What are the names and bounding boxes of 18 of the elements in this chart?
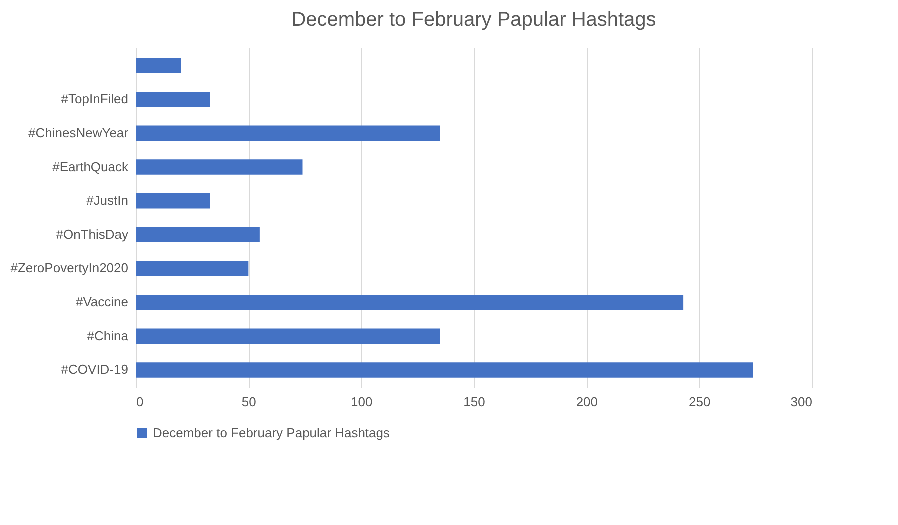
- x-tick-label: 100: [350, 394, 373, 410]
- y-tick-label: #China: [87, 328, 130, 344]
- x-tick-label: 150: [464, 394, 486, 410]
- y-tick-label: #TopInFiled: [61, 92, 128, 107]
- y-tick-label: #EarthQuack: [52, 159, 129, 174]
- x-tick-label: 0: [136, 394, 144, 410]
- chart-title: December to February Papular Hashtags: [292, 9, 656, 31]
- y-tick-label: #ChinesNewYear: [28, 125, 130, 140]
- x-tick-label: 50: [242, 394, 256, 410]
- x-tick-label: 250: [688, 394, 711, 410]
- y-tick-label: #Vaccine: [76, 294, 128, 310]
- x-tick-label: 300: [790, 394, 812, 410]
- x-tick-label: 200: [576, 394, 598, 410]
- y-tick-label: #ZeroPovertyIn2020: [10, 260, 128, 276]
- y-tick-label: #COVID-19: [61, 362, 128, 378]
- y-tick-label: #OnThisDay: [56, 226, 129, 242]
- legend-label: December to February Papular Hashtags: [153, 426, 390, 440]
- y-tick-label: #JustIn: [86, 193, 128, 208]
